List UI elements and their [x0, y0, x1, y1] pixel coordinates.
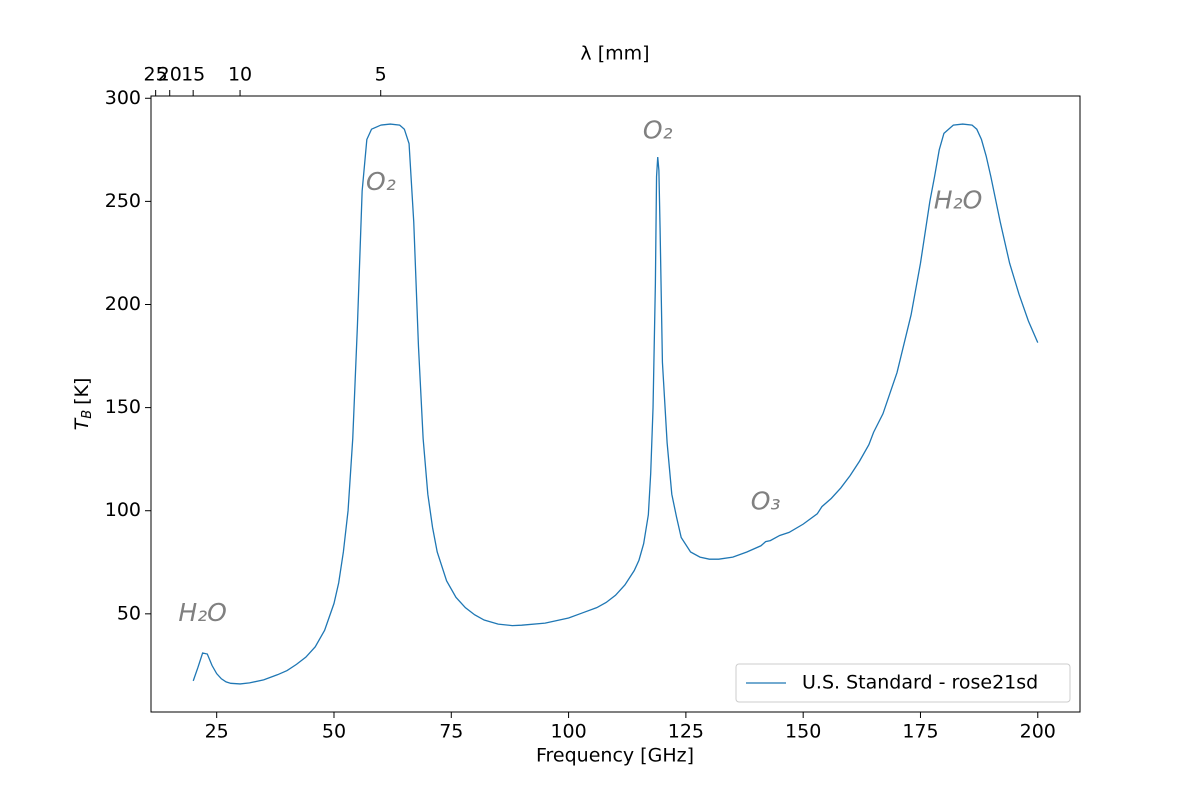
y-tick-label: 300	[105, 87, 141, 109]
x-tick-label: 150	[785, 721, 821, 743]
x2-tick-label: 20	[158, 64, 182, 86]
y-tick-label: 150	[105, 396, 141, 418]
legend-box	[735, 663, 1071, 703]
y-tick-label: 100	[105, 499, 141, 521]
data-line	[192, 123, 1039, 685]
x-tick-label: 125	[668, 721, 704, 743]
legend-label: U.S. Standard - rose21sd	[802, 672, 1038, 694]
x2-tick-label: 10	[228, 64, 252, 86]
x-tick-label: 200	[1020, 721, 1056, 743]
annotation: O₂	[366, 167, 396, 196]
plot-frame	[150, 95, 1081, 713]
x2-tick-label: 5	[375, 64, 387, 86]
annotation: O₂	[643, 115, 673, 144]
y-label-subscript: B	[80, 410, 95, 419]
y-tick-label: 50	[117, 602, 141, 624]
annotation: H₂O	[178, 598, 227, 627]
x-tick-label: 100	[550, 721, 586, 743]
y-label-symbol: T	[71, 417, 93, 430]
y-label-unit: [K]	[71, 378, 93, 405]
annotation: H₂O	[934, 185, 983, 214]
y-axis-label: TB [K]	[71, 378, 95, 431]
x-tick-label: 75	[439, 721, 463, 743]
x2-tick-label: 15	[181, 64, 205, 86]
y-tick-label: 250	[105, 190, 141, 212]
x2-tick-label: 25	[144, 64, 168, 86]
annotation: O₃	[751, 486, 781, 515]
x-axis-label: Frequency [GHz]	[536, 745, 694, 767]
x2-axis-label: λ [mm]	[580, 43, 649, 65]
x-tick-label: 175	[902, 721, 938, 743]
y-tick-label: 200	[105, 293, 141, 315]
x-tick-label: 25	[205, 721, 229, 743]
x-tick-label: 50	[322, 721, 346, 743]
